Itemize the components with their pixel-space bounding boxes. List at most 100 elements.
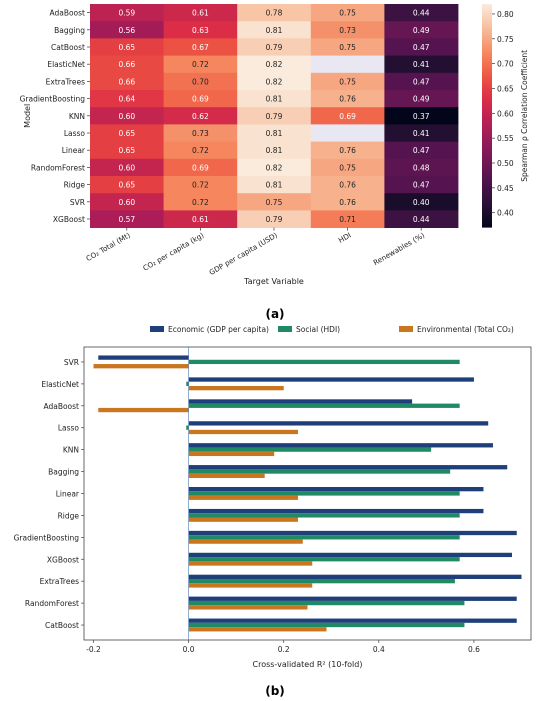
- cell-value-label: 0.82: [266, 163, 283, 172]
- cell-value-label: 0.81: [266, 129, 283, 138]
- heatmap-cell: [163, 72, 238, 91]
- cell-value-label: 0.75: [339, 163, 356, 172]
- heatmap-cell: [90, 210, 164, 228]
- heatmap-cell: [384, 107, 459, 125]
- cell-value-label: 0.82: [266, 77, 283, 86]
- cell-value-label: 0.47: [413, 146, 430, 155]
- heatmap-cell: [310, 38, 385, 56]
- cell-value-label: 0.76: [339, 198, 356, 207]
- heatmap-cell: [384, 141, 459, 160]
- row-label: SVR: [70, 198, 85, 207]
- cell-value-label: 0.71: [339, 215, 356, 224]
- cell-value-label: 0.41: [413, 129, 430, 138]
- heatmap-cell: [90, 90, 164, 108]
- colorbar-tick-label: 0.65: [497, 84, 514, 93]
- cell-value-label: 0.76: [339, 95, 356, 104]
- bar: [188, 491, 460, 496]
- heatmap-cell: [90, 107, 164, 125]
- heatmap-cell: [384, 124, 459, 142]
- heatmap-cell: [384, 90, 459, 108]
- cell-value-label: 0.75: [339, 77, 356, 86]
- colorbar-tick-label: 0.70: [497, 60, 514, 69]
- bar: [188, 451, 275, 457]
- legend-label: Economic (GDP per capita): [168, 325, 269, 334]
- heatmap-cell: [237, 210, 312, 228]
- cell-value-label: 0.60: [118, 198, 135, 207]
- category-label: GradientBoosting: [14, 533, 80, 542]
- heatmap-cell: [237, 176, 312, 194]
- heatmap-cell: [237, 38, 312, 56]
- heatmap-cell: [237, 72, 312, 91]
- heatmap-cell: [384, 38, 459, 56]
- x-tick-label: 0.0: [183, 645, 195, 654]
- category-label: ElasticNet: [41, 380, 79, 389]
- cell-value-label: 0.79: [266, 215, 283, 224]
- cell-value-label: 0.65: [118, 181, 135, 190]
- category-label: ExtraTrees: [40, 577, 79, 586]
- colorbar-tick-label: 0.40: [497, 209, 514, 218]
- cell-value-label: 0.67: [192, 43, 209, 52]
- cell-value-label: 0.49: [413, 95, 430, 104]
- heatmap-cell: [163, 4, 238, 22]
- cell-value-label: 0.60: [118, 163, 135, 172]
- heatmap-cell: [384, 193, 459, 211]
- cell-value-label: 0.44: [413, 9, 430, 18]
- cell-value-label: 0.60: [118, 112, 135, 121]
- column-label: GDP per capita (USD): [208, 230, 280, 277]
- cell-value-label: 0.72: [192, 181, 209, 190]
- cell-value-label: 0.81: [266, 26, 283, 35]
- heatmap-cell: [237, 193, 312, 211]
- cell-value-label: 0.78: [266, 9, 283, 18]
- row-label: RandomForest: [31, 163, 85, 172]
- cell-value-label: 0.65: [118, 43, 135, 52]
- cell-value-label: 0.73: [339, 26, 356, 35]
- cell-value-label: 0.70: [192, 77, 209, 86]
- colorbar-tick-label: 0.55: [497, 134, 514, 143]
- bar: [98, 407, 189, 413]
- heatmap-cell: [384, 210, 459, 228]
- bar-chart: Economic (GDP per capita) Social (HDI) Env…: [14, 325, 532, 669]
- x-axis-title: Target Variable: [243, 277, 304, 286]
- colorbar-title: Spearman ρ Correlation Coefficient: [520, 50, 529, 182]
- heatmap-cell: [237, 158, 312, 177]
- panel-b-label: (b): [265, 684, 285, 698]
- x-tick-label: 0.2: [278, 645, 290, 654]
- bar: [188, 399, 413, 404]
- heatmap-cell: [90, 38, 164, 56]
- bar: [188, 517, 298, 522]
- cell-value-label: 0.44: [413, 215, 430, 224]
- cell-value-label: 0.63: [192, 26, 209, 35]
- bar: [98, 355, 189, 360]
- heatmap-cell: [163, 141, 238, 160]
- bar: [188, 627, 327, 632]
- heatmap-cell: [237, 141, 312, 160]
- x-tick-label: 0.6: [468, 645, 480, 654]
- heatmap-cell: [90, 72, 164, 91]
- bar: [188, 605, 308, 610]
- heatmap-cell: [163, 176, 238, 194]
- cell-value-label: 0.79: [266, 43, 283, 52]
- row-label: ExtraTrees: [46, 77, 85, 86]
- bar: [188, 530, 517, 536]
- column-label: Renewables (%): [372, 230, 427, 267]
- heatmap-cell: [310, 158, 385, 177]
- bar: [188, 508, 484, 514]
- cell-value-label: 0.56: [118, 26, 135, 35]
- bar: [93, 364, 189, 369]
- row-label: XGBoost: [53, 215, 85, 224]
- colorbar: [482, 4, 492, 228]
- row-label: ElasticNet: [47, 60, 85, 69]
- heatmap-cell: [163, 124, 238, 142]
- heatmap-cell: [310, 124, 385, 142]
- row-label: Lasso: [64, 129, 86, 138]
- heatmap-cell: [90, 141, 164, 160]
- x-axis-title: Cross-validated R² (10-fold): [253, 660, 363, 669]
- bar: [188, 574, 522, 579]
- cell-value-label: 0.61: [192, 215, 209, 224]
- row-label: GradientBoosting: [20, 95, 86, 104]
- heatmap-cell: [90, 176, 164, 194]
- bar: [188, 421, 489, 426]
- y-axis-title: Model: [23, 104, 32, 128]
- bar: [188, 359, 460, 365]
- heatmap-cell: [90, 4, 164, 22]
